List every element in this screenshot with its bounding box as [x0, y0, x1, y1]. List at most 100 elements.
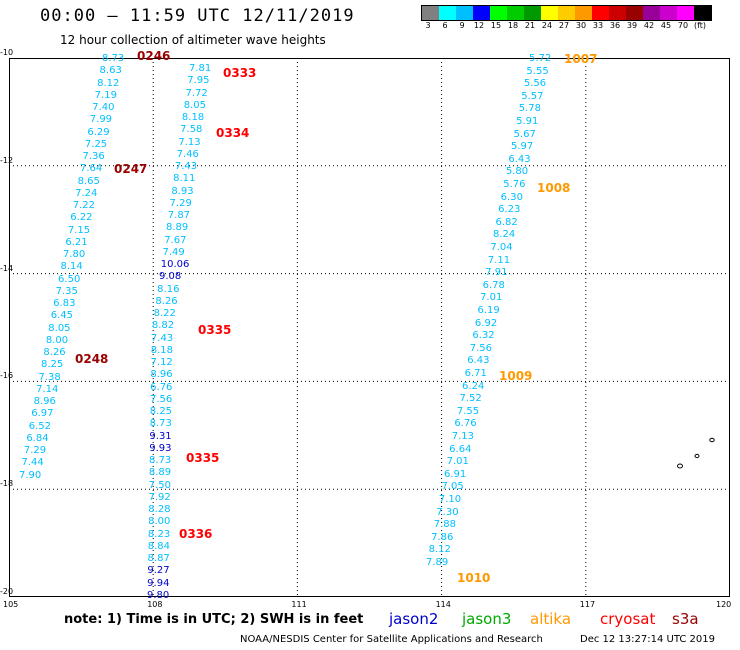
wave-height-value: 7.64	[80, 163, 103, 175]
wave-height-value: 8.28	[148, 504, 171, 515]
wave-height-value: 7.88	[433, 519, 456, 531]
wave-height-value: 7.44	[21, 457, 44, 469]
wave-height-value: 8.16	[157, 283, 180, 295]
color-scale-label: 70	[677, 21, 689, 30]
wave-height-value: 9.93	[149, 442, 172, 454]
island-outline	[709, 437, 715, 443]
satellite-legend-s3a: s3a	[672, 610, 699, 628]
color-scale-label: 3	[425, 21, 431, 30]
wave-height-value: 7.12	[150, 357, 173, 368]
wave-height-value: 7.86	[431, 531, 454, 543]
wave-height-value: 5.80	[505, 166, 529, 178]
wave-height-value: 7.25	[84, 138, 108, 150]
wave-height-value: 6.24	[462, 380, 485, 392]
wave-height-value: 7.43	[174, 161, 198, 172]
wave-height-value: 6.21	[65, 236, 88, 248]
wave-height-value: 9.27	[147, 565, 170, 577]
wave-height-value: 7.91	[485, 267, 508, 279]
wave-height-value: 7.90	[19, 469, 42, 481]
color-swatch	[524, 6, 541, 20]
satellite-legend-altika: altika	[530, 610, 572, 628]
color-swatch	[422, 6, 439, 20]
pass-time-label: 1009	[499, 369, 533, 383]
wave-height-value: 7.56	[149, 393, 173, 405]
wave-height-value: 5.55	[526, 65, 549, 77]
wave-height-value: 6.45	[50, 310, 73, 322]
wave-height-value: 7.13	[178, 136, 201, 148]
wave-height-value: 7.67	[164, 234, 187, 246]
wave-height-value: 7.10	[438, 494, 462, 505]
wave-height-value: 8.87	[147, 553, 170, 564]
color-scale-label: 30	[575, 21, 587, 30]
wave-height-value: 7.95	[187, 75, 210, 87]
pass-time-label: 0334	[216, 126, 250, 140]
longitude-tick-label: 105	[3, 600, 19, 609]
wave-height-value: 7.01	[446, 456, 469, 468]
wave-height-value: 7.30	[436, 506, 459, 518]
pass-time-label: 1008	[537, 181, 571, 195]
wave-height-value: 6.50	[58, 273, 81, 285]
color-swatch	[507, 6, 524, 20]
wave-height-value: 6.76	[454, 418, 477, 430]
page-title: 00:00 — 11:59 UTC 12/11/2019	[40, 6, 355, 26]
color-scale-label: 12	[473, 21, 485, 30]
color-scale-label: 24	[541, 21, 553, 30]
wave-height-value: 8.18	[150, 344, 173, 356]
latitude-tick-label: -14	[0, 263, 14, 273]
color-swatch	[456, 6, 473, 20]
color-swatch	[643, 6, 660, 20]
wave-height-value: 5.91	[516, 116, 539, 127]
wave-height-value: 8.25	[149, 406, 173, 417]
wave-height-value: 6.71	[464, 368, 487, 379]
wave-height-value: 6.91	[444, 468, 467, 480]
wave-height-value: 8.89	[148, 467, 172, 479]
color-scale-label: 39	[626, 21, 638, 30]
latitude-tick-label: -10	[0, 48, 14, 57]
color-scale-label: 42	[643, 21, 655, 30]
island-outline	[694, 453, 700, 459]
color-scale-label: 27	[558, 21, 570, 30]
wave-height-value: 8.25	[40, 359, 64, 371]
wave-height-value: 7.72	[185, 87, 208, 99]
wave-height-value: 8.14	[60, 261, 83, 273]
wave-height-value: 8.12	[428, 544, 451, 556]
pass-time-label: 0246	[137, 49, 171, 63]
pass-time-label: 1007	[564, 52, 598, 66]
wave-height-value: 7.58	[180, 124, 203, 136]
pass-time-label: 0336	[179, 527, 213, 541]
credit-text: NOAA/NESDIS Center for Satellite Applica…	[240, 634, 543, 645]
longitude-tick-label: 108	[147, 600, 163, 609]
wave-height-value: 7.43	[150, 332, 174, 344]
latitude-tick-label: -18	[0, 479, 14, 489]
wave-height-value: 5.57	[521, 90, 544, 102]
wave-height-value: 9.80	[147, 589, 170, 601]
wave-height-value: 7.92	[148, 491, 171, 503]
wave-height-value: 7.19	[94, 89, 117, 101]
footer-note: note: 1) Time is in UTC; 2) SWH is in fe…	[64, 612, 364, 627]
wave-height-value: 7.11	[487, 254, 511, 266]
longitude-tick-label: 117	[579, 600, 596, 609]
wave-height-value: 8.65	[77, 175, 100, 187]
pass-time-label: 0335	[186, 451, 220, 465]
wave-height-value: 6.23	[498, 204, 521, 216]
page-subtitle: 12 hour collection of altimeter wave hei…	[60, 33, 326, 47]
wave-height-value: 7.38	[38, 371, 61, 383]
wave-height-value: 8.73	[149, 418, 172, 430]
wave-height-value: 7.49	[162, 246, 185, 258]
color-scale-label: 33	[592, 21, 604, 30]
wave-height-value: 7.36	[82, 151, 105, 162]
wave-height-value: 8.93	[171, 185, 194, 197]
wave-height-value: 7.89	[426, 557, 449, 568]
color-scale-label: 36	[609, 21, 621, 30]
pass-time-label: 0333	[223, 66, 257, 80]
pass-time-label: 0248	[75, 352, 109, 366]
wave-height-value: 7.13	[451, 431, 475, 442]
wave-height-value: 6.92	[474, 317, 498, 329]
longitude-tick-label: 111	[291, 600, 307, 609]
wave-height-value: 8.96	[150, 369, 173, 381]
wave-height-value: 8.05	[48, 322, 71, 334]
wave-height-value: 8.00	[148, 516, 171, 528]
color-swatch	[609, 6, 626, 20]
wave-height-value: 8.05	[183, 99, 206, 111]
color-scale-label: 9	[459, 21, 465, 30]
